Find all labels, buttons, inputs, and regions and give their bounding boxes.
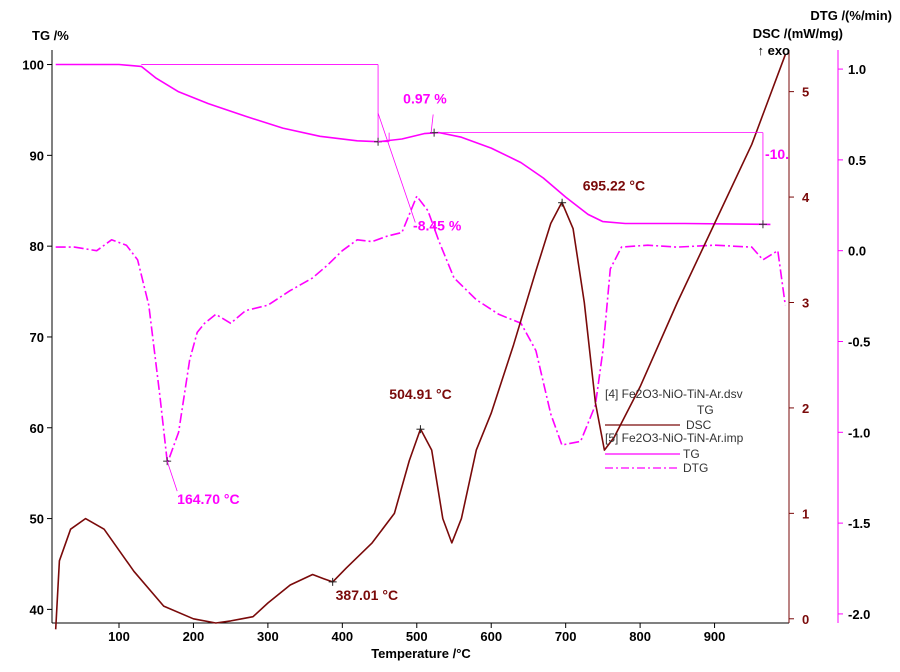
legend-entry-dsv-tg: TG: [697, 403, 714, 417]
dsc-tick-label: 1: [802, 506, 809, 521]
x-axis-title: Temperature /°C: [371, 646, 471, 661]
leader-164: [166, 461, 178, 492]
tg-tick-label: 80: [30, 239, 44, 254]
dtg-tick-label: -0.5: [848, 335, 870, 350]
tg-tick-label: 90: [30, 148, 44, 163]
dsc-tick-label: 4: [802, 190, 810, 205]
x-tick-label: 700: [555, 629, 577, 644]
x-tick-label: 400: [331, 629, 353, 644]
x-tick-label: 100: [108, 629, 130, 644]
annotation-label: 695.22 °C: [583, 177, 645, 193]
dsc-tick-label: 3: [802, 295, 809, 310]
tg-tick-label: 70: [30, 330, 44, 345]
dtg-axis-title: DTG /(%/min): [810, 8, 892, 23]
legend-entry-dsc: DSC: [686, 418, 712, 432]
tg-axis-title: TG /%: [32, 28, 69, 43]
axes-layer: 100 200 300 400 500 600 700 800 9004050607080901…: [22, 58, 870, 644]
series-tg-line: [55, 63, 771, 226]
annotation-label: -10.: [765, 146, 789, 162]
dtg-tick-label: -2.0: [848, 607, 870, 622]
x-tick-label: 800: [629, 629, 651, 644]
legend-entry-tg: TG: [683, 447, 700, 461]
annotation-label: 164.70 °C: [177, 491, 239, 507]
x-tick-label: 900: [704, 629, 726, 644]
series-layer: [54, 54, 787, 630]
plot-frame: [51, 50, 839, 624]
legend-entry-dtg: DTG: [683, 461, 708, 475]
tg-tick-label: 50: [30, 512, 44, 527]
dsc-tick-label: 5: [802, 85, 809, 100]
annotation-layer: 164.70 °C 387.01 °C 504.91 °C 695.22 °C -8.4…: [141, 64, 789, 603]
annotation-label: 0.97 %: [403, 91, 447, 107]
annotation-label: -8.45 %: [413, 218, 462, 234]
annotation-label: 387.01 °C: [336, 587, 398, 603]
tg-tick-label: 100: [22, 58, 44, 73]
x-tick-label: 200: [183, 629, 205, 644]
series-dsc-line: [54, 54, 787, 630]
leader-8-45: [377, 113, 416, 223]
dsc-exo-label: ↑ exo: [757, 43, 790, 58]
dtg-tick-label: 0.5: [848, 153, 866, 168]
x-tick-label: 500: [406, 629, 428, 644]
dsc-axis-title: DSC /(mW/mg): [753, 26, 843, 41]
annotation-label: 504.91 °C: [389, 386, 451, 402]
series-dtg-line: [55, 195, 787, 464]
dtg-tick-label: 0.0: [848, 244, 866, 259]
dsc-tick-label: 2: [802, 401, 809, 416]
dtg-tick-label: -1.0: [848, 425, 870, 440]
legend-group-2-title: [5] Fe2O3-NiO-TiN-Ar.imp: [605, 431, 744, 445]
tg-tick-label: 60: [30, 421, 44, 436]
legend: [4] Fe2O3-NiO-TiN-Ar.dsv TG DSC [5] Fe2O…: [605, 387, 744, 475]
dsc-tick-label: 0: [802, 612, 809, 627]
x-tick-label: 300: [257, 629, 279, 644]
legend-group-1-title: [4] Fe2O3-NiO-TiN-Ar.dsv: [605, 387, 743, 401]
x-tick-label: 600: [480, 629, 502, 644]
tg-tick-label: 40: [30, 602, 44, 617]
leader-0-97: [430, 114, 434, 133]
dtg-tick-label: -1.5: [848, 516, 870, 531]
dtg-tick-label: 1.0: [848, 62, 866, 77]
